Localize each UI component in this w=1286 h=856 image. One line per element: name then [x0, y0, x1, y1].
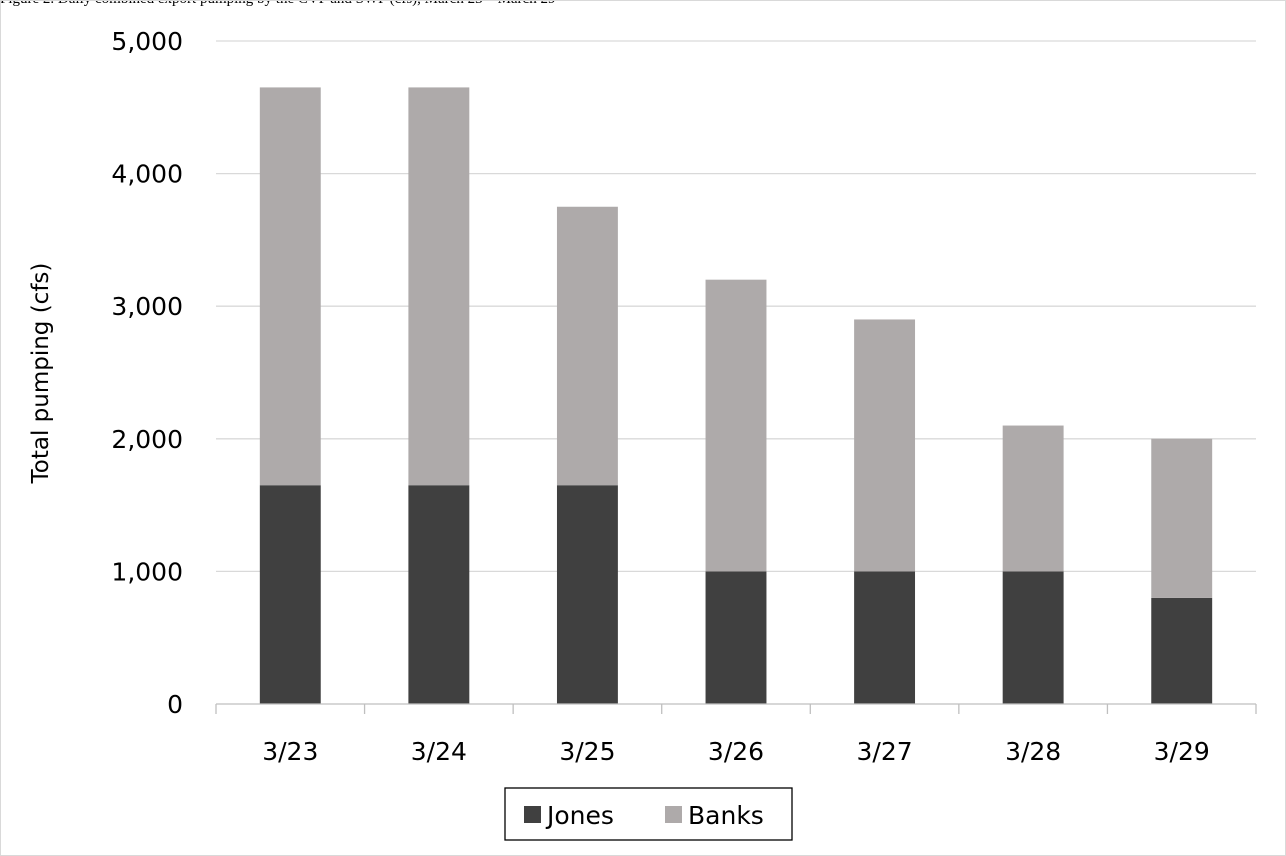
bar-banks [408, 87, 470, 486]
bars [259, 87, 1213, 704]
bar-banks [854, 319, 916, 572]
y-tick-label: 1,000 [111, 557, 183, 586]
x-tick-labels: 3/23 3/24 3/25 3/26 3/27 3/28 3/29 [262, 737, 1210, 766]
bar-banks [259, 87, 321, 486]
y-tick-label: 3,000 [111, 292, 183, 321]
bar-banks [1002, 425, 1064, 572]
y-tick-label: 4,000 [111, 160, 183, 189]
x-tick-label: 3/27 [857, 737, 913, 766]
legend-swatch-banks [665, 806, 682, 823]
bar-banks [1151, 438, 1213, 598]
bar-jones [705, 571, 767, 704]
bar-jones [1151, 597, 1213, 704]
x-tick-label: 3/29 [1154, 737, 1210, 766]
bar-jones [408, 485, 470, 704]
x-tick-label: 3/26 [708, 737, 764, 766]
x-tick-label: 3/24 [411, 737, 467, 766]
x-tick-label: 3/23 [262, 737, 318, 766]
bar-jones [854, 571, 916, 704]
legend-swatch-jones [524, 806, 541, 823]
bar-jones [1002, 571, 1064, 704]
bar-banks [556, 206, 618, 486]
bar-banks [705, 279, 767, 572]
x-tick-label: 3/28 [1005, 737, 1061, 766]
figure-caption: Figure 2. Daily combined export pumping … [0, 0, 555, 8]
x-tick-label: 3/25 [559, 737, 615, 766]
legend-box [504, 787, 793, 841]
x-axis [215, 703, 1257, 714]
y-tick-label: 2,000 [111, 425, 183, 454]
bar-jones [259, 485, 321, 704]
bar-jones [556, 485, 618, 704]
legend-label-banks: Banks [688, 801, 764, 830]
legend: Jones Banks [504, 787, 793, 841]
y-tick-labels: 0 1,000 2,000 3,000 4,000 5,000 [111, 27, 183, 719]
y-tick-label: 0 [167, 690, 183, 719]
y-axis-title: Total pumping (cfs) [28, 263, 54, 485]
y-tick-label: 5,000 [111, 27, 183, 56]
legend-label-jones: Jones [545, 801, 614, 830]
